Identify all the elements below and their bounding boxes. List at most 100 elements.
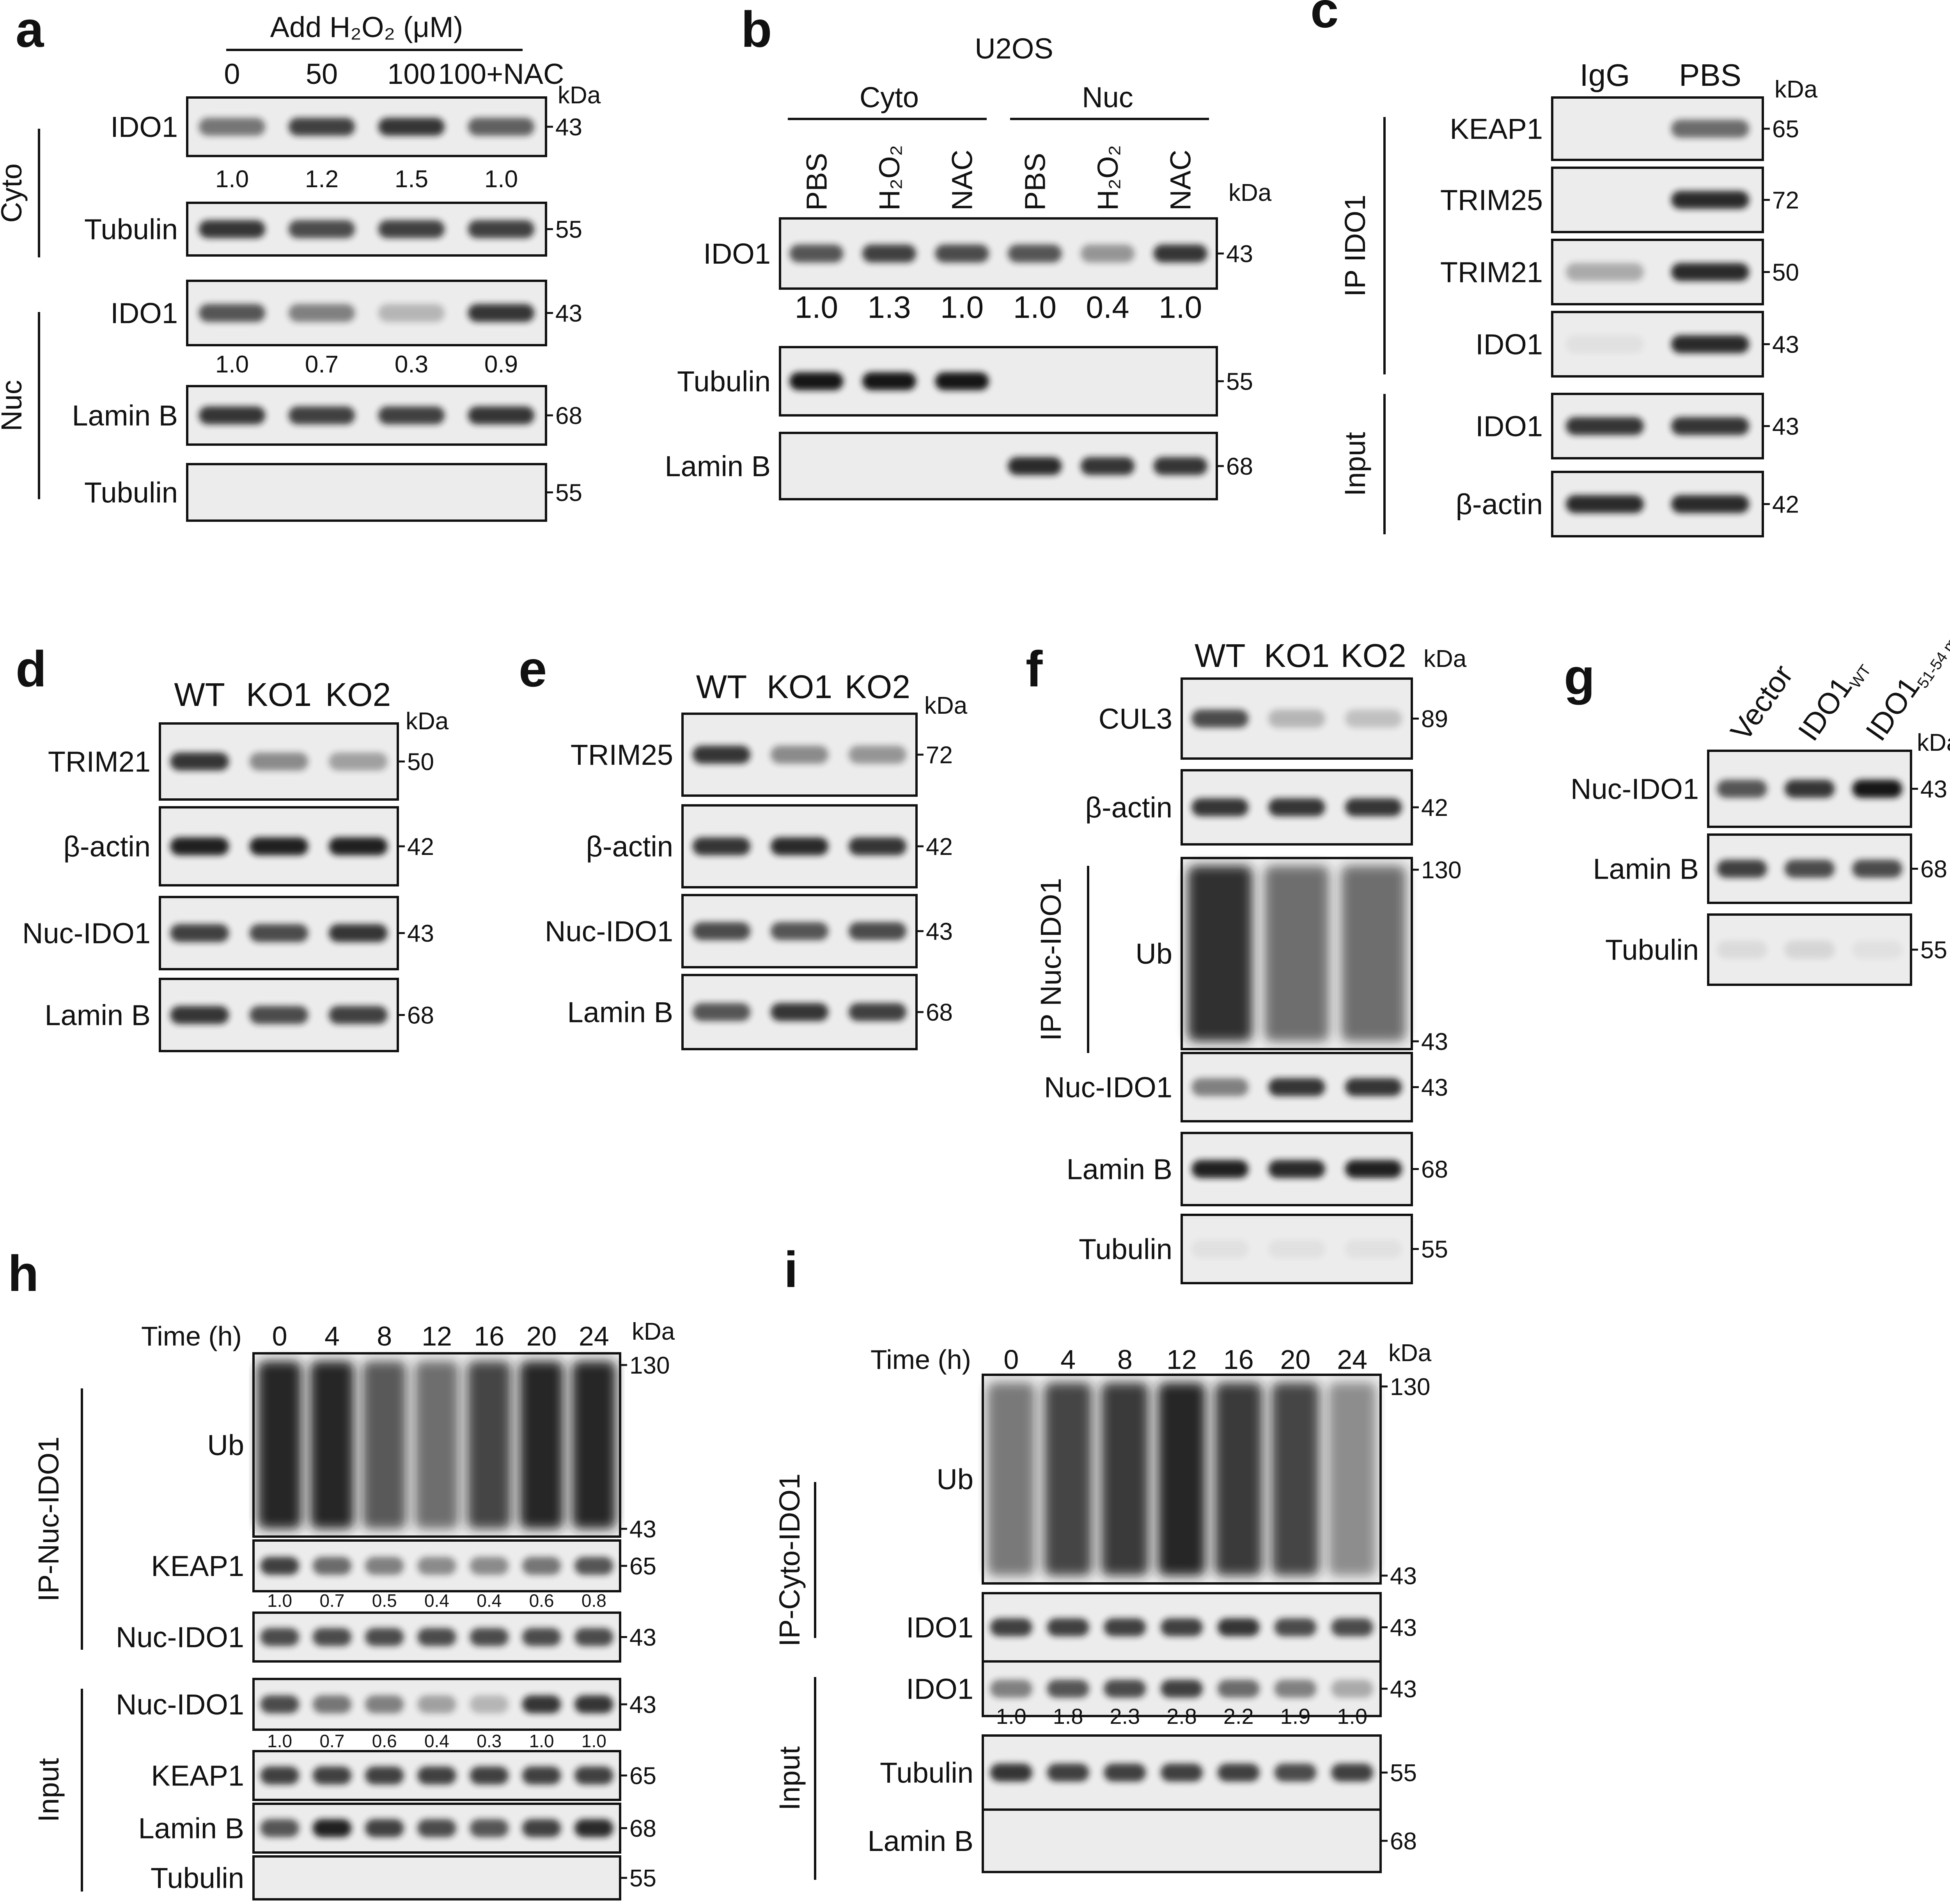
quant-a-quant-1-1: 0.7 bbox=[305, 351, 339, 378]
panel-letter-d: d bbox=[16, 640, 46, 697]
blot-label-i-1: IDO1 bbox=[906, 1611, 973, 1644]
band-c-5-lane1 bbox=[1671, 495, 1749, 513]
band-e-1-lane0 bbox=[693, 837, 750, 855]
kda-marker-top-f: 130 bbox=[1421, 857, 1461, 884]
band-b-2-lane5 bbox=[1153, 457, 1207, 475]
panel-h-time-label: Time (h) bbox=[141, 1321, 242, 1351]
quant-h-quant_input-6: 1.0 bbox=[581, 1731, 606, 1751]
quant-h-quant_keap1-0: 1.0 bbox=[267, 1590, 292, 1611]
lane-label-b-2: NAC bbox=[946, 150, 979, 211]
lane-sublabel-g-1: WT bbox=[1847, 662, 1875, 691]
quant-b-quant-3: 1.0 bbox=[1013, 290, 1057, 324]
band-g-1-lane1 bbox=[1784, 860, 1835, 878]
band-i-2-lane1 bbox=[1047, 1680, 1089, 1698]
blot-label-i-3: Tubulin bbox=[880, 1757, 973, 1789]
lane-label-b-5: NAC bbox=[1165, 150, 1197, 211]
band-c-2-lane0 bbox=[1566, 263, 1644, 281]
blot-label-f-2: Ub bbox=[1135, 938, 1172, 970]
band-h-1-lane2 bbox=[365, 1557, 404, 1575]
band-i-1-lane4 bbox=[1217, 1618, 1260, 1636]
quant-b-quant-4: 0.4 bbox=[1086, 290, 1129, 324]
kda-marker-d-1: 42 bbox=[407, 833, 434, 860]
lane-label-d-2: KO2 bbox=[325, 676, 391, 713]
band-h-2-lane5 bbox=[522, 1628, 561, 1646]
band-e-1-lane1 bbox=[771, 837, 828, 855]
lane-label-h-4: 16 bbox=[474, 1321, 504, 1351]
quant-i-quant_input-2: 2.3 bbox=[1110, 1704, 1140, 1728]
kda-marker-f-1: 42 bbox=[1421, 794, 1448, 821]
band-i-3-lane0 bbox=[990, 1764, 1032, 1782]
panel-d-kda-label: kDa bbox=[406, 708, 449, 735]
group-label-h-ip: IP-Nuc-IDO1 bbox=[32, 1436, 65, 1602]
band-e-0-lane0 bbox=[693, 746, 750, 764]
blot-label-g-1: Lamin B bbox=[1593, 853, 1699, 885]
band-i-1-lane3 bbox=[1161, 1618, 1203, 1636]
band-i-3-lane4 bbox=[1217, 1764, 1260, 1782]
lane-label-i-6: 24 bbox=[1337, 1344, 1367, 1375]
band-e-2-lane1 bbox=[771, 922, 828, 940]
band-f-5-lane0 bbox=[1191, 1240, 1249, 1258]
band-f-4-lane2 bbox=[1345, 1160, 1402, 1178]
band-h-3-lane2 bbox=[365, 1695, 404, 1713]
band-c-0-lane1 bbox=[1671, 120, 1749, 138]
band-b-1-lane1 bbox=[862, 372, 916, 390]
band-h-5-lane4 bbox=[470, 1819, 509, 1837]
band-e-3-lane2 bbox=[849, 1003, 906, 1021]
band-c-5-lane0 bbox=[1566, 495, 1644, 513]
quant-h-quant_input-1: 0.7 bbox=[319, 1731, 344, 1751]
kda-marker-f-4: 68 bbox=[1421, 1156, 1448, 1183]
blot-label-a-4: Tubulin bbox=[84, 477, 178, 509]
kda-marker-g-0: 43 bbox=[1920, 776, 1947, 803]
smear-f-lane0 bbox=[1188, 866, 1252, 1041]
kda-marker-f-3: 43 bbox=[1421, 1074, 1448, 1101]
kda-marker-c-2: 50 bbox=[1772, 259, 1799, 286]
band-a-1-lane2 bbox=[378, 220, 445, 238]
lane-label-h-3: 12 bbox=[422, 1321, 452, 1351]
band-h-5-lane0 bbox=[260, 1819, 299, 1837]
lane-label-h-5: 20 bbox=[526, 1321, 557, 1351]
kda-marker-i-4: 68 bbox=[1390, 1828, 1417, 1855]
lane-label-a-3: 100+NAC bbox=[438, 58, 564, 90]
band-h-5-lane5 bbox=[522, 1819, 561, 1837]
band-i-3-lane3 bbox=[1161, 1764, 1203, 1782]
band-b-0-lane4 bbox=[1080, 245, 1135, 262]
panel-letter-i: i bbox=[784, 1241, 798, 1298]
quant-a-quant-0-0: 1.0 bbox=[215, 166, 249, 193]
kda-marker-b-2: 68 bbox=[1226, 453, 1253, 480]
band-f-4-lane1 bbox=[1268, 1160, 1325, 1178]
smear-i-lane5 bbox=[1271, 1383, 1319, 1576]
quant-h-quant_input-0: 1.0 bbox=[267, 1731, 292, 1751]
kda-marker-a-1: 55 bbox=[555, 216, 582, 243]
kda-marker-top-i: 130 bbox=[1390, 1374, 1430, 1401]
band-d-1-lane0 bbox=[170, 837, 229, 855]
lane-label-h-6: 24 bbox=[579, 1321, 609, 1351]
band-b-0-lane5 bbox=[1153, 245, 1207, 262]
band-g-0-lane1 bbox=[1784, 780, 1835, 798]
panel-letter-c: c bbox=[1310, 0, 1338, 38]
group-label-b-nuc: Nuc bbox=[1082, 81, 1133, 113]
blot-label-b-2: Lamin B bbox=[665, 450, 771, 482]
kda-marker-a-4: 55 bbox=[555, 480, 582, 507]
kda-marker-i-2: 43 bbox=[1390, 1676, 1417, 1703]
band-f-1-lane1 bbox=[1268, 798, 1325, 816]
blot-label-d-3: Lamin B bbox=[45, 999, 151, 1032]
band-c-2-lane1 bbox=[1671, 263, 1749, 281]
blot-label-h-5: Lamin B bbox=[138, 1812, 244, 1845]
band-i-2-lane6 bbox=[1331, 1680, 1374, 1698]
kda-marker-c-5: 42 bbox=[1772, 491, 1799, 518]
band-b-0-lane3 bbox=[1008, 245, 1062, 262]
quant-h-quant_keap1-1: 0.7 bbox=[319, 1590, 344, 1611]
blot-label-b-0: IDO1 bbox=[703, 238, 771, 270]
band-b-1-lane0 bbox=[789, 372, 844, 390]
band-h-1-lane5 bbox=[522, 1557, 561, 1575]
band-b-2-lane4 bbox=[1080, 457, 1135, 475]
band-a-0-lane0 bbox=[199, 118, 266, 136]
band-a-1-lane0 bbox=[199, 220, 266, 238]
lane-label-g-1: IDO1WT bbox=[1792, 651, 1874, 748]
panel-letter-b: b bbox=[741, 1, 772, 58]
smear-i-lane3 bbox=[1158, 1383, 1206, 1576]
band-i-3-lane1 bbox=[1047, 1764, 1089, 1782]
kda-marker-h-6: 55 bbox=[629, 1865, 656, 1892]
band-h-2-lane1 bbox=[312, 1628, 352, 1646]
